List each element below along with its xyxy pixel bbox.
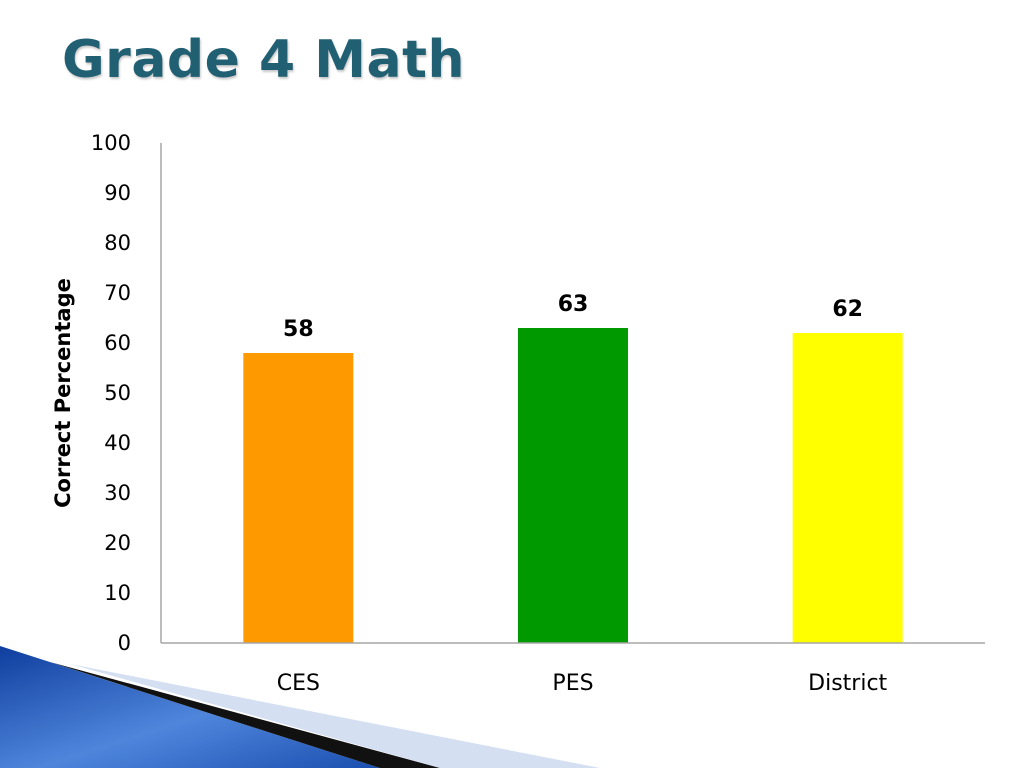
- slide-title: Grade 4 Math: [62, 30, 466, 90]
- data-label-district: 62: [832, 297, 863, 322]
- category-label-pes: PES: [552, 671, 593, 696]
- y-tick-label: 20: [104, 531, 131, 555]
- y-tick-label: 10: [104, 581, 131, 605]
- y-axis-title: Correct Percentage: [51, 278, 75, 508]
- y-axis-ticks: 0 10 20 30 40 50 60 70 80 90 100: [91, 131, 131, 655]
- data-label-ces: 58: [283, 317, 314, 342]
- y-tick-label: 80: [104, 231, 131, 255]
- y-tick-label: 100: [91, 131, 131, 155]
- category-label-district: District: [808, 671, 887, 696]
- y-axis-title-group: Correct Percentage: [51, 278, 75, 508]
- data-label-pes: 63: [558, 292, 589, 317]
- data-labels: 58 63 62: [283, 292, 863, 342]
- bars: [243, 328, 903, 643]
- y-tick-label: 60: [104, 331, 131, 355]
- y-tick-label: 40: [104, 431, 131, 455]
- bar-ces: [243, 353, 354, 643]
- y-tick-label: 90: [104, 181, 131, 205]
- y-tick-label: 30: [104, 481, 131, 505]
- bar-pes: [518, 328, 628, 643]
- category-labels: CES PES District: [277, 671, 888, 696]
- bar-district: [792, 333, 903, 643]
- y-tick-label: 0: [118, 631, 131, 655]
- category-label-ces: CES: [277, 671, 320, 696]
- y-tick-label: 70: [104, 281, 131, 305]
- y-tick-label: 50: [104, 381, 131, 405]
